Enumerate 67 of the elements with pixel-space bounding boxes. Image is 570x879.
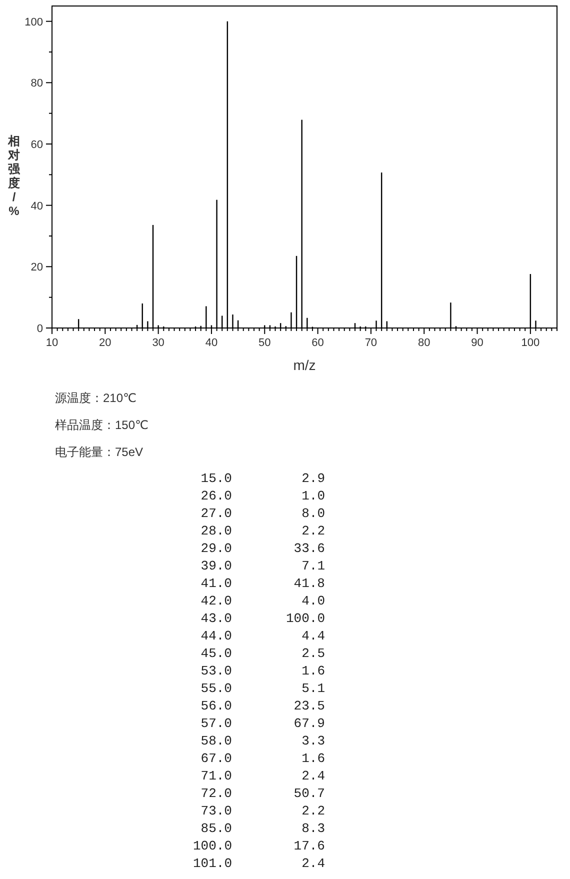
text: 1.0: [302, 488, 325, 504]
text: 2.2: [302, 804, 325, 818]
text: 5.1: [302, 681, 326, 696]
x-tick-label: 80: [418, 337, 430, 349]
text: 2.9: [302, 471, 325, 486]
y-tick-label: 20: [30, 262, 43, 274]
text: 28.0: [200, 524, 232, 538]
text: 101.0: [192, 856, 232, 871]
text: 33.6: [294, 541, 325, 556]
text: 41.0: [200, 576, 232, 591]
x-tick-label: 70: [364, 337, 378, 349]
text: 26.0: [200, 488, 232, 504]
text: 56.0: [200, 698, 232, 714]
x-tick-label: 60: [312, 337, 324, 349]
y-axis-title: 相对强度/%: [7, 134, 21, 218]
x-tick-label: 20: [99, 337, 112, 349]
text: 67.0: [200, 751, 232, 766]
text: 1.6: [302, 664, 325, 678]
text: 44.0: [200, 628, 232, 644]
text: 53.0: [200, 664, 232, 678]
x-tick-label: 30: [152, 337, 164, 349]
text: 2.2: [302, 524, 325, 538]
y-tick-label: 100: [24, 16, 43, 28]
text: 55.0: [200, 681, 232, 696]
x-tick-label: 10: [46, 337, 58, 349]
text: 50.7: [294, 786, 325, 801]
text: 8.0: [302, 506, 325, 521]
text: 27.0: [200, 506, 232, 521]
text: 85.0: [200, 821, 232, 836]
text: 23.5: [294, 698, 325, 714]
x-axis-title: m/z: [293, 357, 316, 373]
y-tick-label: 0: [36, 323, 43, 335]
y-tick-label: 40: [30, 200, 43, 212]
text: 4.0: [302, 594, 325, 608]
text: 源温度：210℃: [55, 391, 136, 405]
text: 43.0: [200, 611, 232, 626]
text: 7.1: [302, 558, 326, 574]
text: 15.0: [200, 471, 232, 486]
text: 17.6: [294, 838, 325, 854]
text: 100.0: [286, 611, 325, 626]
text: 67.9: [294, 716, 325, 731]
text: 57.0: [200, 716, 232, 731]
text: 71.0: [200, 768, 232, 784]
x-tick-label: 90: [471, 337, 484, 349]
x-tick-label: 40: [205, 337, 218, 349]
text: 100.0: [192, 838, 232, 854]
text: 58.0: [200, 734, 232, 748]
text: 3.3: [302, 734, 325, 748]
y-tick-label: 60: [30, 139, 43, 151]
text: 73.0: [200, 804, 232, 818]
text: 4.4: [302, 628, 326, 644]
text: 2.4: [302, 768, 326, 784]
text: 电子能量：75eV: [55, 445, 144, 459]
text: 8.3: [302, 821, 325, 836]
text: 42.0: [200, 594, 232, 608]
x-tick-label: 50: [258, 337, 271, 349]
text: 样品温度：150℃: [55, 418, 148, 432]
text: 41.8: [294, 576, 325, 591]
x-tick-label: 100: [521, 337, 540, 349]
text: 72.0: [200, 786, 232, 801]
text: 1.6: [302, 751, 325, 766]
text: 39.0: [200, 558, 232, 574]
text: 45.0: [200, 646, 232, 661]
y-tick-label: 80: [30, 78, 43, 90]
text: 2.4: [302, 856, 326, 871]
text: 29.0: [200, 541, 232, 556]
text: 2.5: [302, 646, 325, 661]
